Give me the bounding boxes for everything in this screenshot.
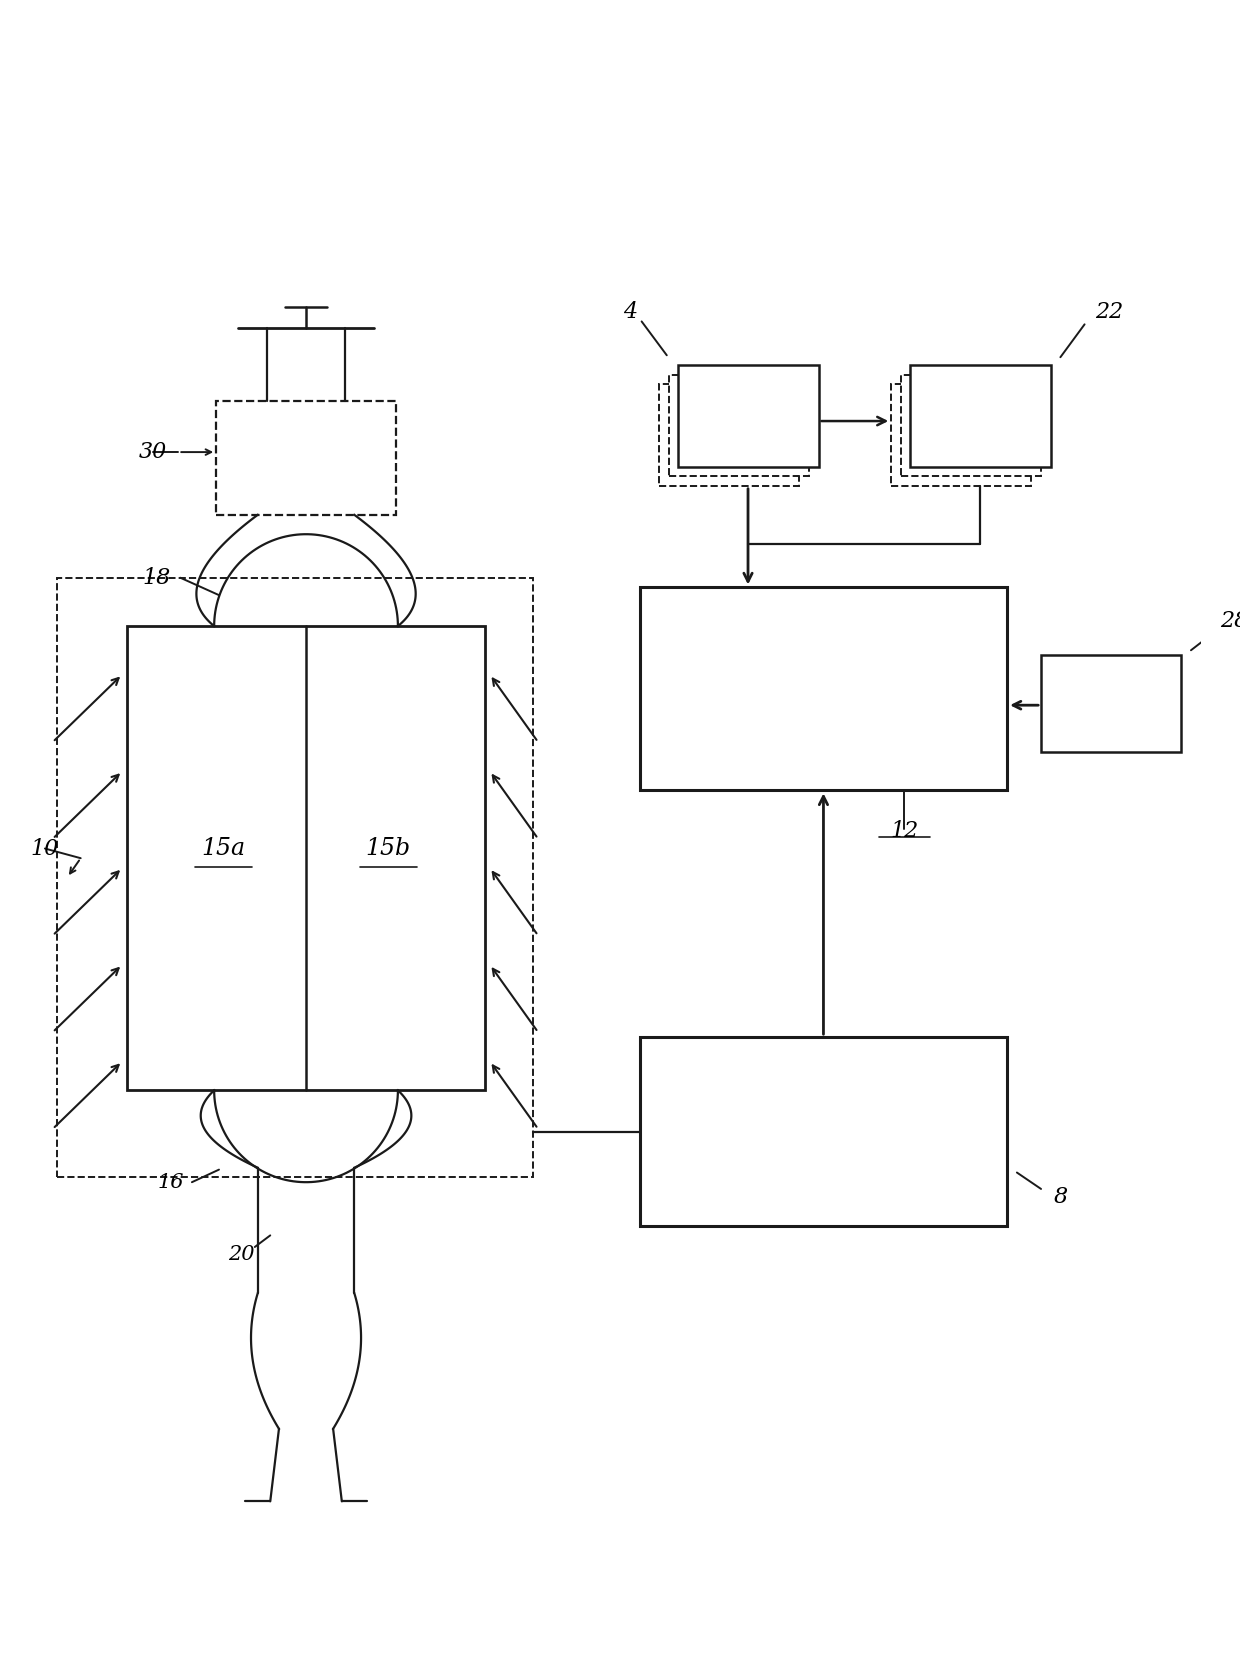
Bar <box>57 577 533 1177</box>
Bar <box>910 366 1050 467</box>
Text: 12: 12 <box>890 819 919 843</box>
Bar <box>658 384 800 486</box>
Text: 30: 30 <box>139 441 167 462</box>
Text: 22: 22 <box>1095 300 1123 322</box>
Bar <box>216 401 396 514</box>
Bar <box>128 626 485 1090</box>
Bar <box>1042 656 1182 751</box>
Text: 4: 4 <box>622 300 637 322</box>
Bar <box>900 374 1042 476</box>
Text: 15a: 15a <box>202 838 246 861</box>
Text: 15b: 15b <box>366 838 410 861</box>
Text: 8: 8 <box>1053 1185 1068 1208</box>
Bar <box>640 587 1007 791</box>
Text: 20: 20 <box>228 1245 254 1263</box>
Text: 28: 28 <box>1220 611 1240 633</box>
Text: 16: 16 <box>157 1173 184 1192</box>
Text: 10: 10 <box>31 838 60 860</box>
Bar <box>678 366 818 467</box>
Bar <box>668 374 808 476</box>
Bar <box>640 1036 1007 1225</box>
Bar <box>892 384 1032 486</box>
Text: 18: 18 <box>143 567 170 589</box>
